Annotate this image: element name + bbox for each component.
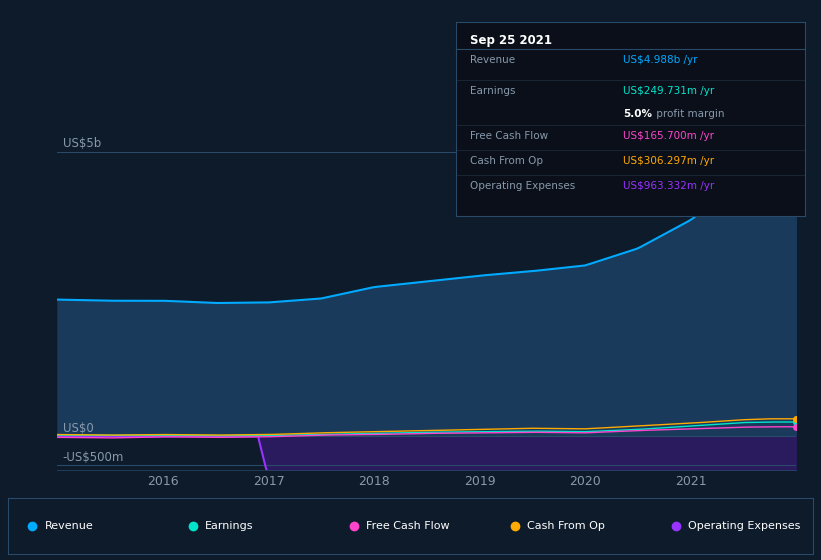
Text: US$963.332m /yr: US$963.332m /yr — [623, 181, 714, 191]
Text: Earnings: Earnings — [205, 521, 254, 531]
Text: -US$500m: -US$500m — [62, 451, 124, 464]
Text: profit margin: profit margin — [653, 109, 724, 119]
Text: Free Cash Flow: Free Cash Flow — [470, 130, 548, 141]
Text: US$5b: US$5b — [62, 137, 101, 151]
Text: US$165.700m /yr: US$165.700m /yr — [623, 130, 714, 141]
Text: US$0: US$0 — [62, 422, 94, 435]
Text: US$249.731m /yr: US$249.731m /yr — [623, 86, 714, 96]
Text: Operating Expenses: Operating Expenses — [470, 181, 575, 191]
Text: Revenue: Revenue — [44, 521, 93, 531]
Text: US$4.988b /yr: US$4.988b /yr — [623, 55, 698, 66]
Text: Sep 25 2021: Sep 25 2021 — [470, 34, 552, 47]
Text: Free Cash Flow: Free Cash Flow — [366, 521, 450, 531]
Text: 5.0%: 5.0% — [623, 109, 652, 119]
Text: Cash From Op: Cash From Op — [470, 156, 543, 166]
Text: US$306.297m /yr: US$306.297m /yr — [623, 156, 714, 166]
Text: Operating Expenses: Operating Expenses — [688, 521, 800, 531]
Text: Earnings: Earnings — [470, 86, 515, 96]
Text: Cash From Op: Cash From Op — [527, 521, 605, 531]
Text: Revenue: Revenue — [470, 55, 515, 66]
